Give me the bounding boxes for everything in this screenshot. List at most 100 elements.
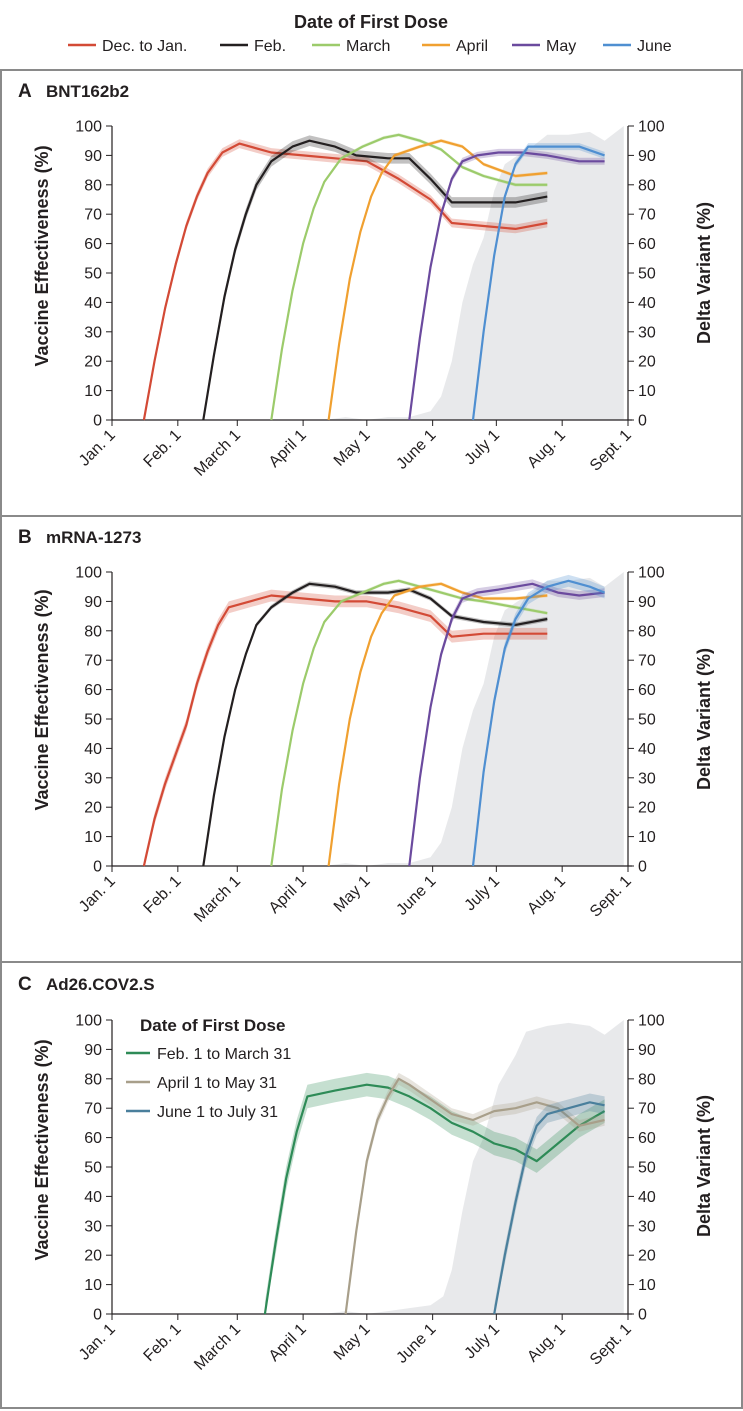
y-tick-label: 60 [84,236,102,253]
panel-b: B mRNA-1273 Vaccine Effectiveness (%) De… [18,527,714,926]
x-tick-label: Sept. 1 [587,1321,635,1369]
y-tick-label: 50 [84,712,102,729]
legend-title: Date of First Dose [294,12,448,32]
panel-c-legend: Date of First Dose Feb. 1 to March 31 Apr… [126,1016,291,1121]
series-line [202,139,548,421]
y-tick-label: 30 [84,324,102,341]
y-tick-label: 40 [84,1189,102,1206]
x-tick-label: Aug. 1 [524,427,569,472]
series-line [202,582,548,867]
x-tick-label: April 1 [266,1321,310,1365]
y-tick-label: 100 [75,565,102,582]
x-tick-label: July 1 [462,427,504,469]
y-tick-label: 40 [84,295,102,312]
panel-b-y-right-label: Delta Variant (%) [694,648,714,790]
x-tick-label: June 1 [393,427,439,473]
x-tick-label: May 1 [331,1321,374,1364]
x-tick-label: Feb. 1 [141,1321,185,1365]
panel-a-letter: A [18,81,32,102]
x-tick-label: May 1 [331,427,374,470]
y2-tick-label: 50 [638,712,656,729]
panel-a-y-right-label: Delta Variant (%) [694,202,714,344]
series-line [471,579,606,867]
y-tick-label: 60 [84,682,102,699]
y2-tick-label: 60 [638,682,656,699]
series-line [327,139,548,421]
panel-c-legend-label: Feb. 1 to March 31 [157,1046,291,1063]
x-tick-label: March 1 [191,427,244,480]
delta-variant-area [112,126,624,420]
panel-a-plot: 0 0 10 10 20 20 30 30 40 40 50 50 60 60 70 70 80 80 90 90 10… [75,119,665,480]
y2-tick-label: 20 [638,1248,656,1265]
panel-c-title: Ad26.COV2.S [46,975,155,994]
series-line [344,1077,605,1315]
y-tick-label: 80 [84,1071,102,1088]
y-tick-label: 50 [84,266,102,283]
series-line [327,582,548,867]
panel-c-letter: C [18,974,32,995]
x-tick-label: Sept. 1 [587,427,635,475]
y2-tick-label: 80 [638,623,656,640]
y-tick-label: 80 [84,623,102,640]
ci-band [203,135,548,420]
y-tick-label: 70 [84,1101,102,1118]
y2-tick-label: 70 [638,653,656,670]
legend-label: March [346,38,390,55]
y-tick-label: 90 [84,148,102,165]
y2-tick-label: 30 [638,1218,656,1235]
top-legend: Date of First Dose Dec. to Jan. Feb. March… [68,12,672,55]
y2-tick-label: 90 [638,594,656,611]
y2-tick-label: 50 [638,266,656,283]
y-tick-label: 0 [93,859,102,876]
series-line [263,1083,606,1315]
y-tick-label: 10 [84,1277,102,1294]
y2-tick-label: 60 [638,236,656,253]
y2-tick-label: 90 [638,1042,656,1059]
ci-band [345,1072,605,1314]
y2-tick-label: 0 [638,413,647,430]
panel-c: C Ad26.COV2.S Vaccine Effectiveness (%) … [18,974,714,1374]
x-tick-label: Aug. 1 [524,873,569,918]
y-tick-label: 40 [84,741,102,758]
y2-tick-label: 50 [638,1160,656,1177]
panel-b-plot: 0 0 10 10 20 20 30 30 40 40 50 50 60 60 70 70 80 80 90 90 10… [75,565,665,926]
x-tick-label: Feb. 1 [141,873,185,917]
panel-c-legend-label: June 1 to July 31 [157,1104,278,1121]
y-tick-label: 90 [84,594,102,611]
y2-tick-label: 10 [638,1277,656,1294]
y2-tick-label: 40 [638,741,656,758]
y2-tick-label: 20 [638,800,656,817]
y-tick-label: 20 [84,354,102,371]
y2-tick-label: 80 [638,177,656,194]
y-tick-label: 20 [84,1248,102,1265]
panel-c-y-right-label: Delta Variant (%) [694,1095,714,1237]
x-tick-label: June 1 [393,1321,439,1367]
x-tick-label: April 1 [266,873,310,917]
x-tick-label: July 1 [462,873,504,915]
y-tick-label: 10 [84,383,102,400]
y2-tick-label: 30 [638,770,656,787]
y2-tick-label: 40 [638,1189,656,1206]
y2-tick-label: 10 [638,829,656,846]
panel-a: A BNT162b2 Vaccine Effectiveness (%) Del… [18,81,714,480]
x-tick-label: Jan. 1 [76,1321,119,1364]
legend-label: Feb. [254,38,286,55]
y-tick-label: 0 [93,1307,102,1324]
y2-tick-label: 80 [638,1071,656,1088]
panel-a-y-left-label: Vaccine Effectiveness (%) [32,145,52,366]
y-tick-label: 30 [84,1218,102,1235]
y-tick-label: 80 [84,177,102,194]
x-tick-label: March 1 [191,1321,244,1374]
y2-tick-label: 10 [638,383,656,400]
panel-a-title: BNT162b2 [46,82,129,101]
delta-variant-area [112,1020,624,1314]
y2-tick-label: 0 [638,1307,647,1324]
x-tick-label: Feb. 1 [141,427,185,471]
panel-c-legend-label: April 1 to May 31 [157,1075,277,1092]
y-tick-label: 50 [84,1160,102,1177]
legend-entries: Dec. to Jan. Feb. March April May June [68,38,672,55]
panel-b-title: mRNA-1273 [46,528,141,547]
y2-tick-label: 40 [638,295,656,312]
y-tick-label: 30 [84,770,102,787]
x-tick-label: Jan. 1 [76,427,119,470]
